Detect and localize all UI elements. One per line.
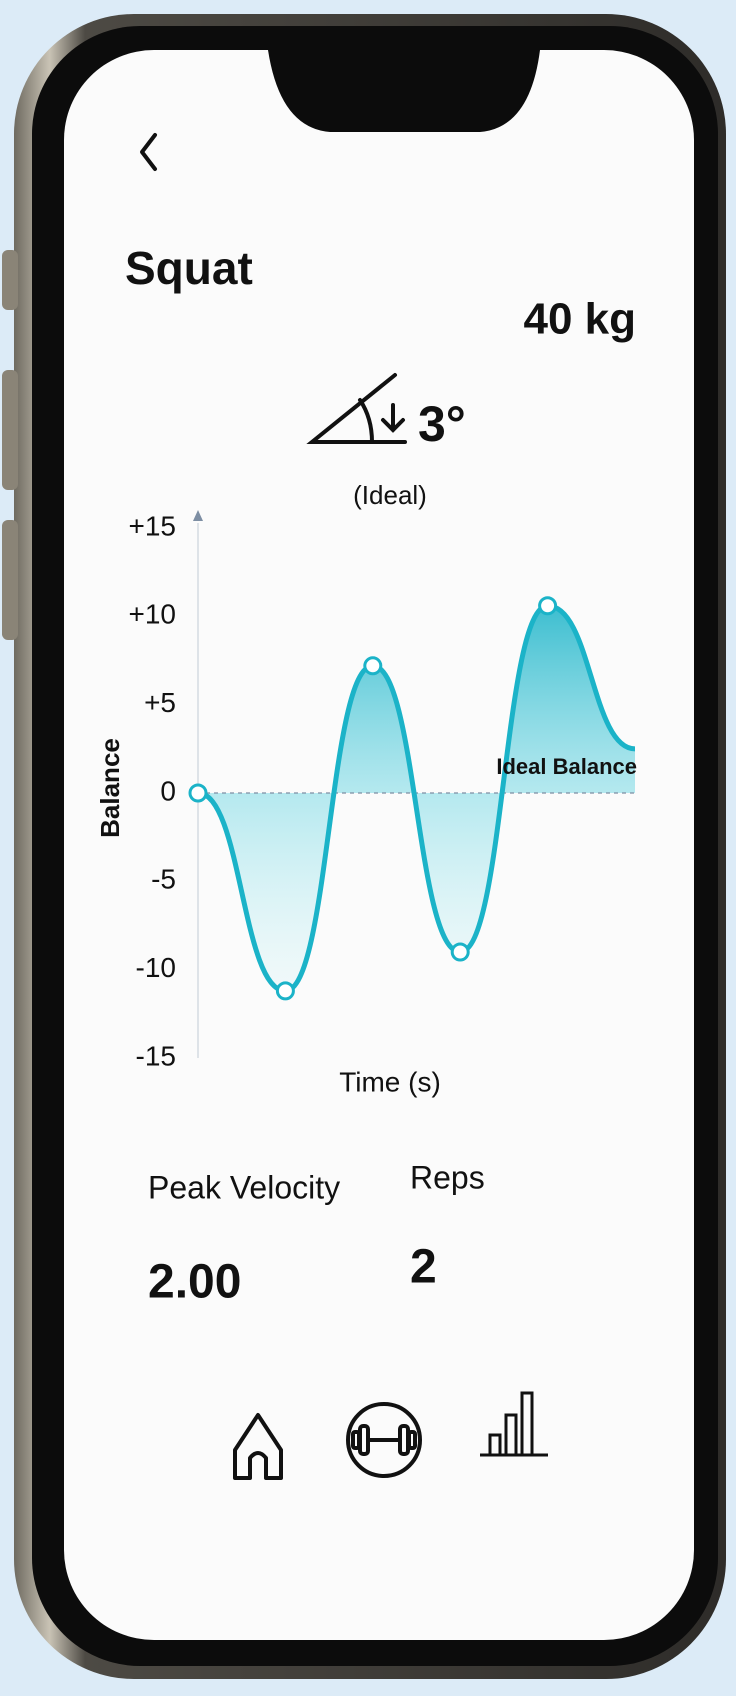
stat-value: 2.00: [148, 1256, 241, 1309]
point: [452, 944, 468, 960]
phone-screen: Squat 40 kg 3° (Ideal) +15 +10 +5 0 -5 -10 -15…: [0, 0, 736, 1691]
exercise-title: Squat: [125, 242, 253, 294]
point: [540, 598, 556, 614]
y-tick-label: 0: [160, 775, 176, 806]
angle-value: 3°: [418, 396, 466, 452]
weight: 40 kg: [523, 295, 636, 344]
y-tick-label: -5: [151, 864, 176, 895]
y-axis-label: Balance: [95, 738, 125, 838]
side-button: [2, 370, 18, 490]
point: [190, 785, 206, 801]
stat-label: Peak Velocity: [148, 1169, 340, 1205]
annotation: Ideal Balance: [496, 754, 637, 779]
y-tick-label: +10: [129, 599, 177, 630]
y-tick-label: -15: [136, 1040, 176, 1071]
point: [365, 658, 381, 674]
side-button: [2, 520, 18, 640]
y-tick-label: -10: [136, 952, 176, 983]
angle-note: (Ideal): [353, 480, 427, 510]
notch: [268, 50, 540, 132]
y-tick-label: +5: [144, 687, 176, 718]
stat-value: 2: [410, 1241, 437, 1294]
point: [277, 983, 293, 999]
stat-label: Reps: [410, 1159, 485, 1195]
side-button: [2, 250, 18, 310]
x-axis-label: Time (s): [339, 1066, 441, 1097]
page: Squat 40 kg 3° (Ideal) +15 +10 +5 0 -5 -10 -15…: [0, 0, 736, 1691]
y-tick-label: +15: [129, 510, 177, 541]
